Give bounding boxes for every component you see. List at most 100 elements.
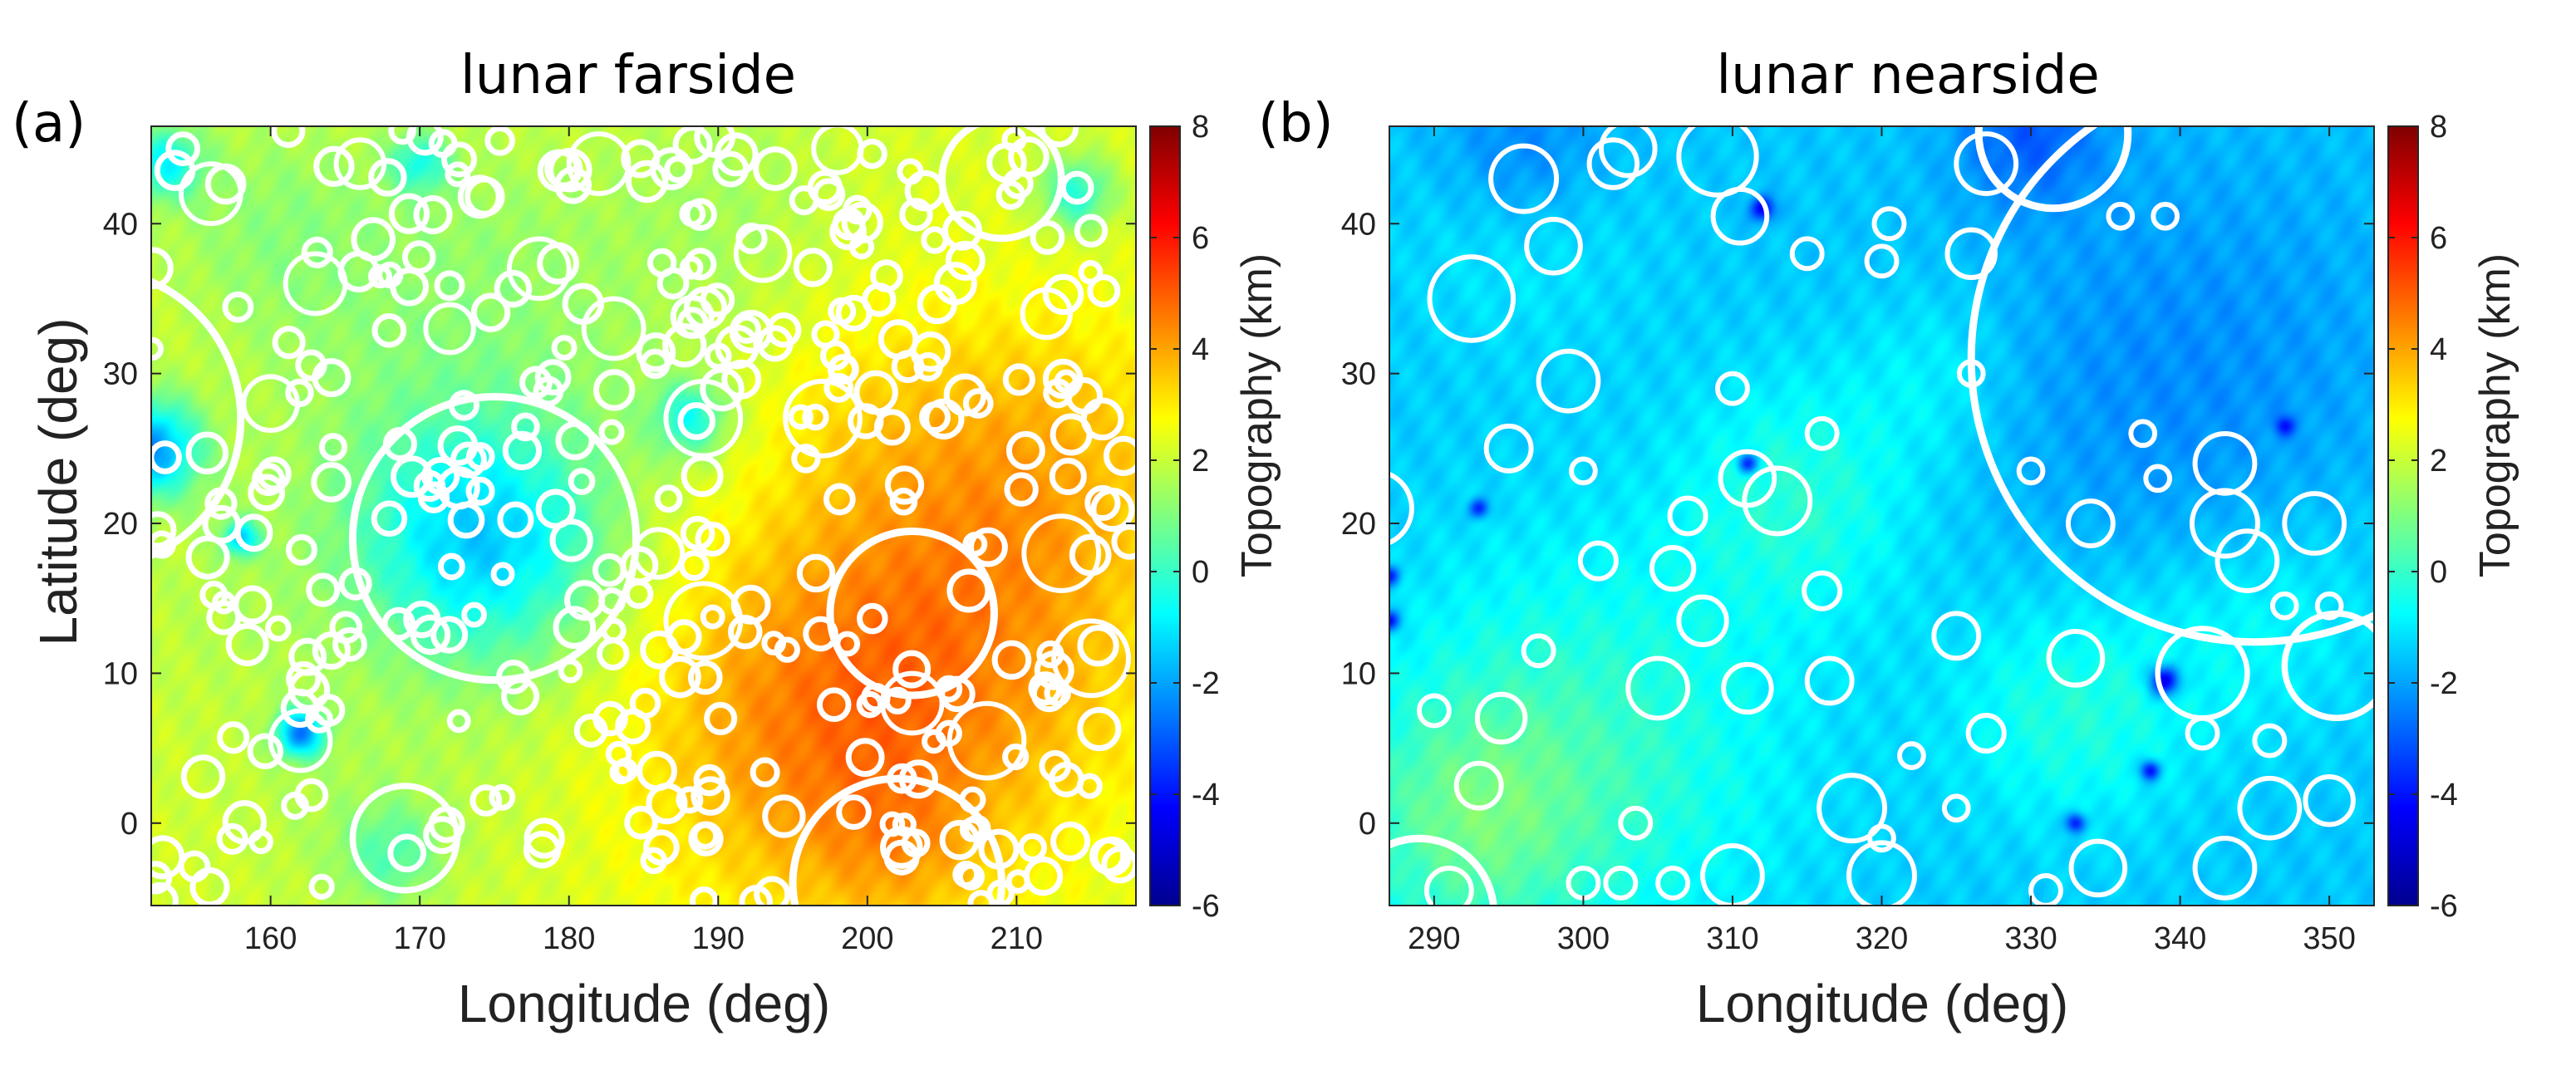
small-crater-rim: [823, 372, 854, 403]
small-crater-rim: [524, 817, 565, 859]
small-crater-rim: [845, 738, 885, 778]
colorbar-tick-label: 8: [1192, 110, 1209, 145]
small-crater-rim: [687, 660, 723, 695]
small-crater-rim: [465, 442, 495, 471]
crater-rim: [566, 131, 632, 197]
small-crater-rim: [836, 794, 872, 830]
crater-rim: [1676, 126, 1759, 198]
x-tick-label: 340: [2154, 921, 2206, 956]
small-crater-rim: [368, 158, 407, 197]
small-crater-rim: [959, 817, 985, 842]
small-crater-rim: [180, 754, 226, 799]
crater-rim: [2237, 775, 2303, 841]
crater-rim: [1603, 865, 1639, 901]
small-crater-rim: [986, 879, 1015, 906]
small-crater-rim: [704, 701, 738, 736]
small-crater-rim: [791, 444, 821, 474]
small-crater-rim: [281, 792, 309, 820]
crater-rim: [1423, 866, 1474, 906]
crater-rim: [1967, 126, 2374, 646]
small-crater-rim: [899, 198, 933, 232]
crater-rim: [1021, 513, 1102, 593]
y-tick-label: 40: [1341, 207, 1376, 242]
small-crater-rim: [502, 430, 543, 471]
crater-rim: [1521, 633, 1556, 669]
x-tick-label: 320: [1856, 921, 1908, 956]
small-crater-rim: [598, 419, 625, 445]
small-crater-rim: [678, 550, 710, 582]
crater-rim: [2068, 838, 2128, 898]
small-crater-rim: [313, 145, 355, 187]
crater-rim: [1710, 186, 1770, 246]
small-crater-rim: [382, 426, 417, 462]
small-crater-rim: [351, 217, 396, 263]
crater-rim: [1864, 243, 1900, 279]
small-crater-rim: [1084, 484, 1121, 522]
small-crater-rim: [891, 350, 925, 384]
small-crater-rim: [811, 320, 840, 349]
crater-rim: [1941, 793, 1971, 823]
y-tick-label: 40: [103, 207, 138, 242]
small-crater-rim: [962, 388, 994, 419]
small-crater-rim: [857, 602, 888, 635]
crater-rim: [826, 528, 998, 700]
crater-rim: [1474, 691, 1528, 745]
small-crater-rim: [573, 713, 608, 748]
small-crater-rim: [828, 297, 857, 326]
small-crater-rim: [562, 282, 604, 325]
small-crater-rim: [636, 332, 676, 372]
small-crater-rim: [1048, 762, 1084, 798]
small-crater-rim: [465, 176, 505, 217]
small-crater-rim: [913, 351, 943, 382]
small-crater-rim: [549, 518, 593, 562]
small-crater-rim: [592, 369, 636, 411]
small-crater-rim: [646, 248, 677, 277]
small-crater-rim: [438, 552, 465, 581]
small-crater-rim: [371, 313, 407, 348]
small-crater-rim: [1069, 533, 1112, 577]
crater-rim: [1051, 618, 1132, 699]
small-crater-rim: [676, 786, 704, 814]
x-axis-label-nearside: Longitude (deg): [1696, 974, 2068, 1033]
crater-rim: [938, 126, 1065, 243]
small-crater-rim: [417, 481, 450, 513]
crater-rim: [1649, 544, 1697, 592]
small-crater-rim: [917, 283, 957, 325]
small-crater-rim: [537, 242, 579, 285]
small-crater-rim: [646, 783, 688, 825]
small-crater-rim: [430, 616, 469, 654]
small-crater-rim: [387, 833, 426, 873]
crater-rim: [151, 277, 245, 560]
small-crater-rim: [919, 401, 951, 434]
crater-rim: [946, 700, 1027, 781]
small-crater-rim: [421, 457, 460, 496]
small-crater-rim: [1103, 435, 1136, 476]
crater-rim: [2143, 464, 2173, 493]
small-crater-rim: [731, 314, 762, 344]
colorbar-label-nearside: Topography (km): [2471, 253, 2519, 577]
small-crater-rim: [496, 659, 532, 695]
small-crater-rim: [248, 474, 286, 512]
crater-outlines-nearside: [1389, 126, 2374, 906]
crater-rim: [1598, 126, 1658, 179]
small-crater-rim: [534, 359, 572, 395]
small-crater-rim: [252, 463, 286, 497]
panel-title-farside: lunar farside: [460, 45, 796, 106]
small-crater-rim: [1018, 832, 1047, 862]
small-crater-rim: [388, 126, 416, 145]
small-crater-rim: [695, 521, 730, 557]
colorbar-tick-label: 4: [1192, 332, 1209, 367]
small-crater-rim: [308, 873, 335, 901]
small-crater-rim: [834, 631, 861, 657]
small-crater-rim: [691, 776, 730, 816]
small-crater-rim: [922, 729, 946, 754]
y-tick-label: 20: [1341, 507, 1376, 542]
crater-rim: [2065, 498, 2116, 548]
crater-rim: [1954, 131, 2019, 197]
small-crater-rim: [248, 829, 273, 855]
small-crater-rim: [856, 690, 884, 719]
colorbar-farside: [1149, 125, 1181, 906]
crater-rim: [1427, 254, 1517, 343]
small-crater-rim: [694, 126, 735, 158]
panel-label-a: (a): [12, 93, 86, 155]
